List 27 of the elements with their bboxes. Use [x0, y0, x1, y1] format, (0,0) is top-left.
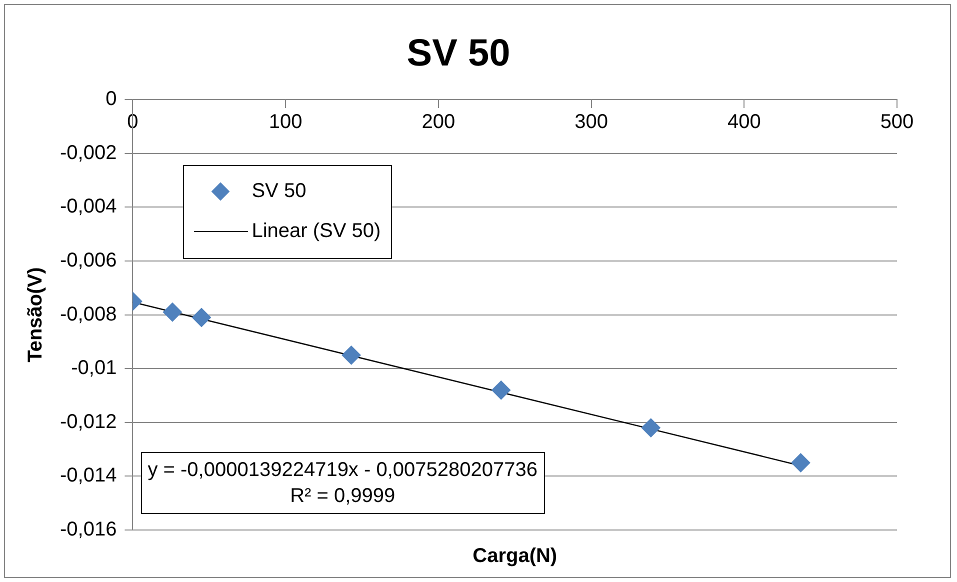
y-tick-label: -0,008 — [60, 303, 117, 326]
x-tick-label: 500 — [880, 111, 914, 134]
point — [791, 453, 810, 472]
point — [192, 308, 211, 327]
y-tick-label: -0,006 — [60, 250, 117, 272]
y-tick-label: -0,014 — [60, 464, 117, 487]
y-tick-label: -0,016 — [60, 518, 117, 541]
chart-title: SV 50 — [406, 32, 510, 74]
point — [641, 418, 660, 438]
y-tick-label: -0,01 — [71, 357, 117, 380]
annotation: R² = 0,9999 — [289, 484, 396, 509]
legend-label: Linear (SV 50) — [252, 220, 381, 244]
x-tick-label: 400 — [727, 111, 761, 134]
y-axis-title: Tensão(V) — [24, 267, 47, 362]
x-axis-title: Carga(N) — [472, 545, 558, 567]
legend-label: SV 50 — [252, 180, 306, 204]
annotation: y = -0,0000139224719x - 0,0075280207736 — [148, 458, 538, 483]
point — [342, 346, 361, 365]
x-tick-label: 200 — [422, 111, 456, 134]
x-tick-label: 300 — [574, 111, 608, 134]
x-tick-label: 100 — [268, 111, 302, 134]
point — [162, 302, 182, 322]
y-tick-label: -0,012 — [60, 410, 117, 433]
y-tick-label: -0,004 — [60, 196, 117, 218]
y-tick-label: -0,002 — [60, 142, 117, 164]
y-tick-label: 0 — [106, 88, 117, 110]
point — [492, 380, 511, 400]
